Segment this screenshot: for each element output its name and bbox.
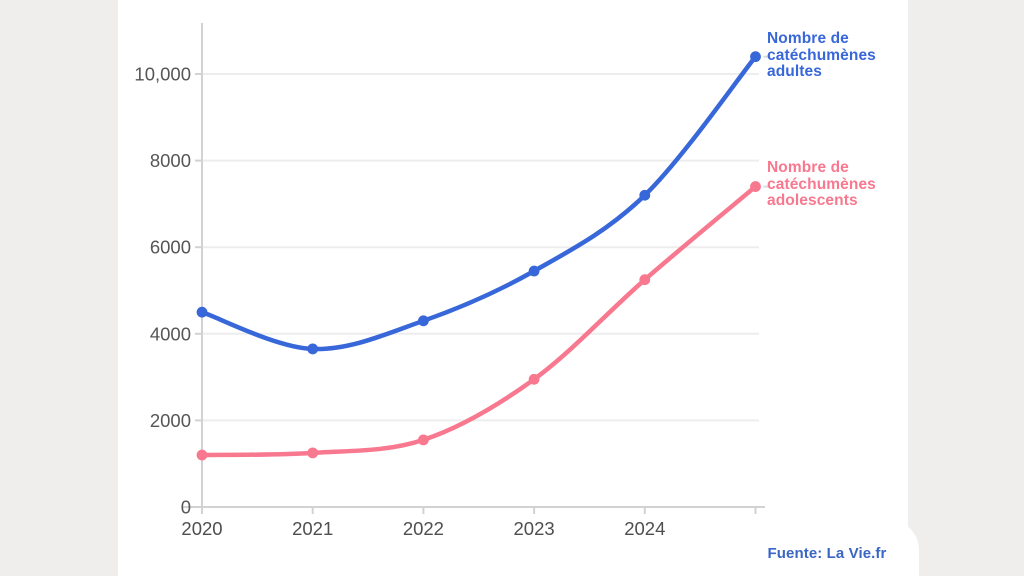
y-tick-label: 0: [181, 497, 191, 518]
line-chart: 0 2000 4000 6000 8000 10,000 2020 2021 2022 2023 2…: [134, 23, 776, 539]
data-point: [528, 373, 540, 385]
x-tick-label: 2021: [292, 518, 333, 539]
data-point: [196, 449, 208, 461]
y-tick-label: 10,000: [134, 64, 191, 85]
data-point: [750, 181, 761, 192]
x-tick-label: 2023: [514, 518, 555, 539]
data-point: [196, 306, 208, 318]
data-point: [639, 189, 651, 201]
source-badge: Fuente: La Vie.fr: [735, 520, 919, 576]
chart-card: 0 2000 4000 6000 8000 10,000 2020 2021 2022 2023 2…: [118, 0, 908, 576]
legend-label-adultes: Nombre de catéchumènes adultes: [767, 30, 876, 81]
y-tick-label: 2000: [150, 410, 191, 431]
y-tick-label: 8000: [150, 150, 191, 171]
data-point: [750, 51, 761, 63]
y-tick-label: 6000: [150, 237, 191, 258]
y-tick-label: 4000: [150, 323, 191, 344]
data-point: [418, 315, 429, 327]
data-point: [639, 274, 651, 286]
x-tick-label: 2024: [624, 518, 665, 539]
data-point: [418, 434, 429, 446]
data-point: [528, 265, 540, 277]
data-point: [307, 343, 319, 355]
series-line-1: [199, 184, 758, 458]
legend-label-adolescents: Nombre de catéchumènes adolescents: [767, 159, 876, 210]
data-point: [307, 447, 319, 459]
x-tick-label: 2022: [403, 518, 444, 539]
series-line-0: [199, 54, 758, 352]
x-tick-label: 2020: [181, 518, 222, 539]
source-text: Fuente: La Vie.fr: [767, 544, 887, 562]
